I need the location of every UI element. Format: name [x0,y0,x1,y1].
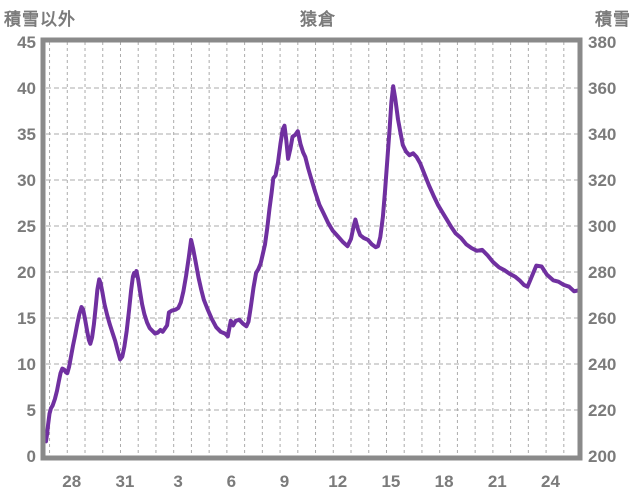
x-axis-tick: 28 [62,472,81,491]
x-axis-tick: 3 [173,472,182,491]
left-axis-tick: 0 [27,447,36,466]
x-axis-tick: 31 [115,472,134,491]
plot-frame [40,37,583,461]
left-axis-tick: 40 [17,79,36,98]
right-axis-tick: 380 [588,33,616,52]
left-axis-title: 積雪以外 [4,10,76,29]
x-axis-tick: 9 [280,472,289,491]
x-axis-tick: 21 [488,472,507,491]
left-axis-tick: 10 [17,355,36,374]
x-axis-tick: 15 [381,472,400,491]
left-axis-tick: 20 [17,263,36,282]
left-axis-tick: 30 [17,171,36,190]
left-axis-tick: 15 [17,309,36,328]
left-axis-tick: 35 [17,125,36,144]
left-axis-tick: 25 [17,217,36,236]
left-axis-tick: 45 [17,33,36,52]
right-axis-tick: 220 [588,401,616,420]
right-axis-tick: 320 [588,171,616,190]
x-axis-tick: 12 [328,472,347,491]
right-axis-title: 積雪 [595,10,631,29]
right-axis-tick: 280 [588,263,616,282]
chart-title: 猿倉 [300,10,336,29]
snow-depth-line [44,84,580,444]
right-axis-tick: 340 [588,125,616,144]
right-axis-tick: 240 [588,355,616,374]
x-axis-tick: 24 [541,472,560,491]
right-axis-tick: 360 [588,79,616,98]
x-axis-tick: 6 [227,472,236,491]
right-axis-tick: 260 [588,309,616,328]
left-axis-tick: 5 [27,401,36,420]
x-axis-tick: 18 [435,472,454,491]
right-axis-tick: 300 [588,217,616,236]
right-axis-tick: 200 [588,447,616,466]
